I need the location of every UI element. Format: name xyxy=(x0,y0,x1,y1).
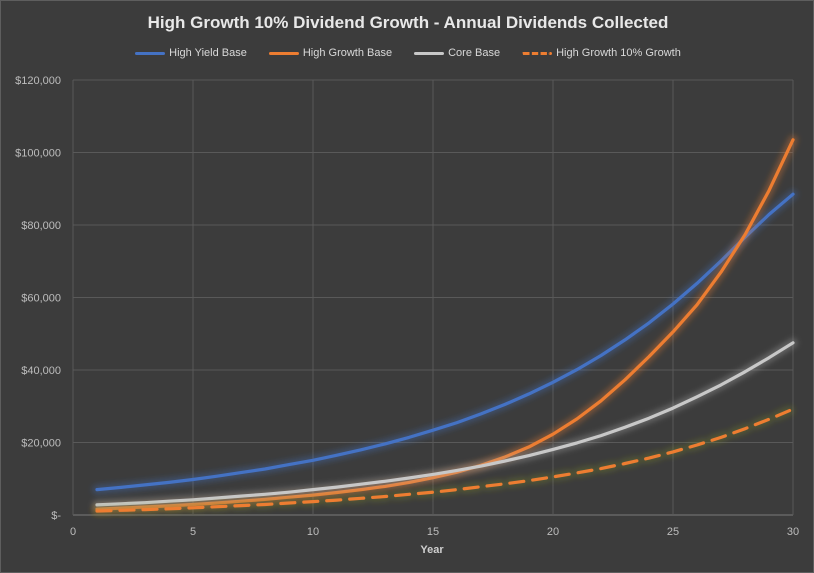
legend-item-high-yield-base: High Yield Base xyxy=(135,47,247,59)
legend-swatch-high-yield-base xyxy=(135,51,166,55)
legend-swatch-high-growth-base xyxy=(268,51,299,55)
y-tick-label: $20,000 xyxy=(21,438,61,450)
axes: $- $20,000 $40,000 $60,000 $80,000 $100,000 $1… xyxy=(15,75,799,538)
y-tick-label: $- xyxy=(51,510,61,522)
series-line-high-growth-10-growth xyxy=(95,407,795,513)
legend-item-high-growth-10-growth: High Growth 10% Growth xyxy=(522,47,681,59)
legend-label-high-growth-base: High Growth Base xyxy=(302,47,393,59)
legend-item-core-base: Core Base xyxy=(414,47,500,59)
legend-swatch-core-base xyxy=(414,51,445,55)
y-tick-label: $100,000 xyxy=(15,148,61,160)
legend-swatch-high-growth-10-growth xyxy=(522,51,553,55)
series-line-core-base xyxy=(95,341,795,507)
legend-item-high-growth-base: High Growth Base xyxy=(268,47,393,59)
x-tick-label: 0 xyxy=(70,526,76,538)
gridlines xyxy=(72,79,794,516)
legend: High Yield Base High Growth Base Core Ba… xyxy=(1,47,814,59)
legend-label-high-yield-base: High Yield Base xyxy=(169,47,247,59)
y-tick-label: $60,000 xyxy=(21,293,61,305)
chart-title: High Growth 10% Dividend Growth - Annual… xyxy=(147,13,669,32)
x-axis-label: Year xyxy=(420,544,444,556)
series-line-high-yield-base xyxy=(95,192,795,492)
x-tick-label: 20 xyxy=(547,526,559,538)
x-tick-label: 10 xyxy=(307,526,319,538)
series-lines xyxy=(92,135,798,516)
y-tick-label: $80,000 xyxy=(21,220,61,232)
x-tick-label: 30 xyxy=(787,526,799,538)
y-tick-label: $40,000 xyxy=(21,365,61,377)
x-tick-label: 5 xyxy=(190,526,196,538)
legend-label-high-growth-10-growth: High Growth 10% Growth xyxy=(556,47,681,59)
series-glow-high-growth-base xyxy=(92,135,798,514)
x-tick-label: 15 xyxy=(427,526,439,538)
y-tick-label: $120,000 xyxy=(15,75,61,87)
series-line-high-growth-base xyxy=(95,138,795,511)
legend-label-core-base: Core Base xyxy=(448,47,501,59)
x-tick-label: 25 xyxy=(667,526,679,538)
